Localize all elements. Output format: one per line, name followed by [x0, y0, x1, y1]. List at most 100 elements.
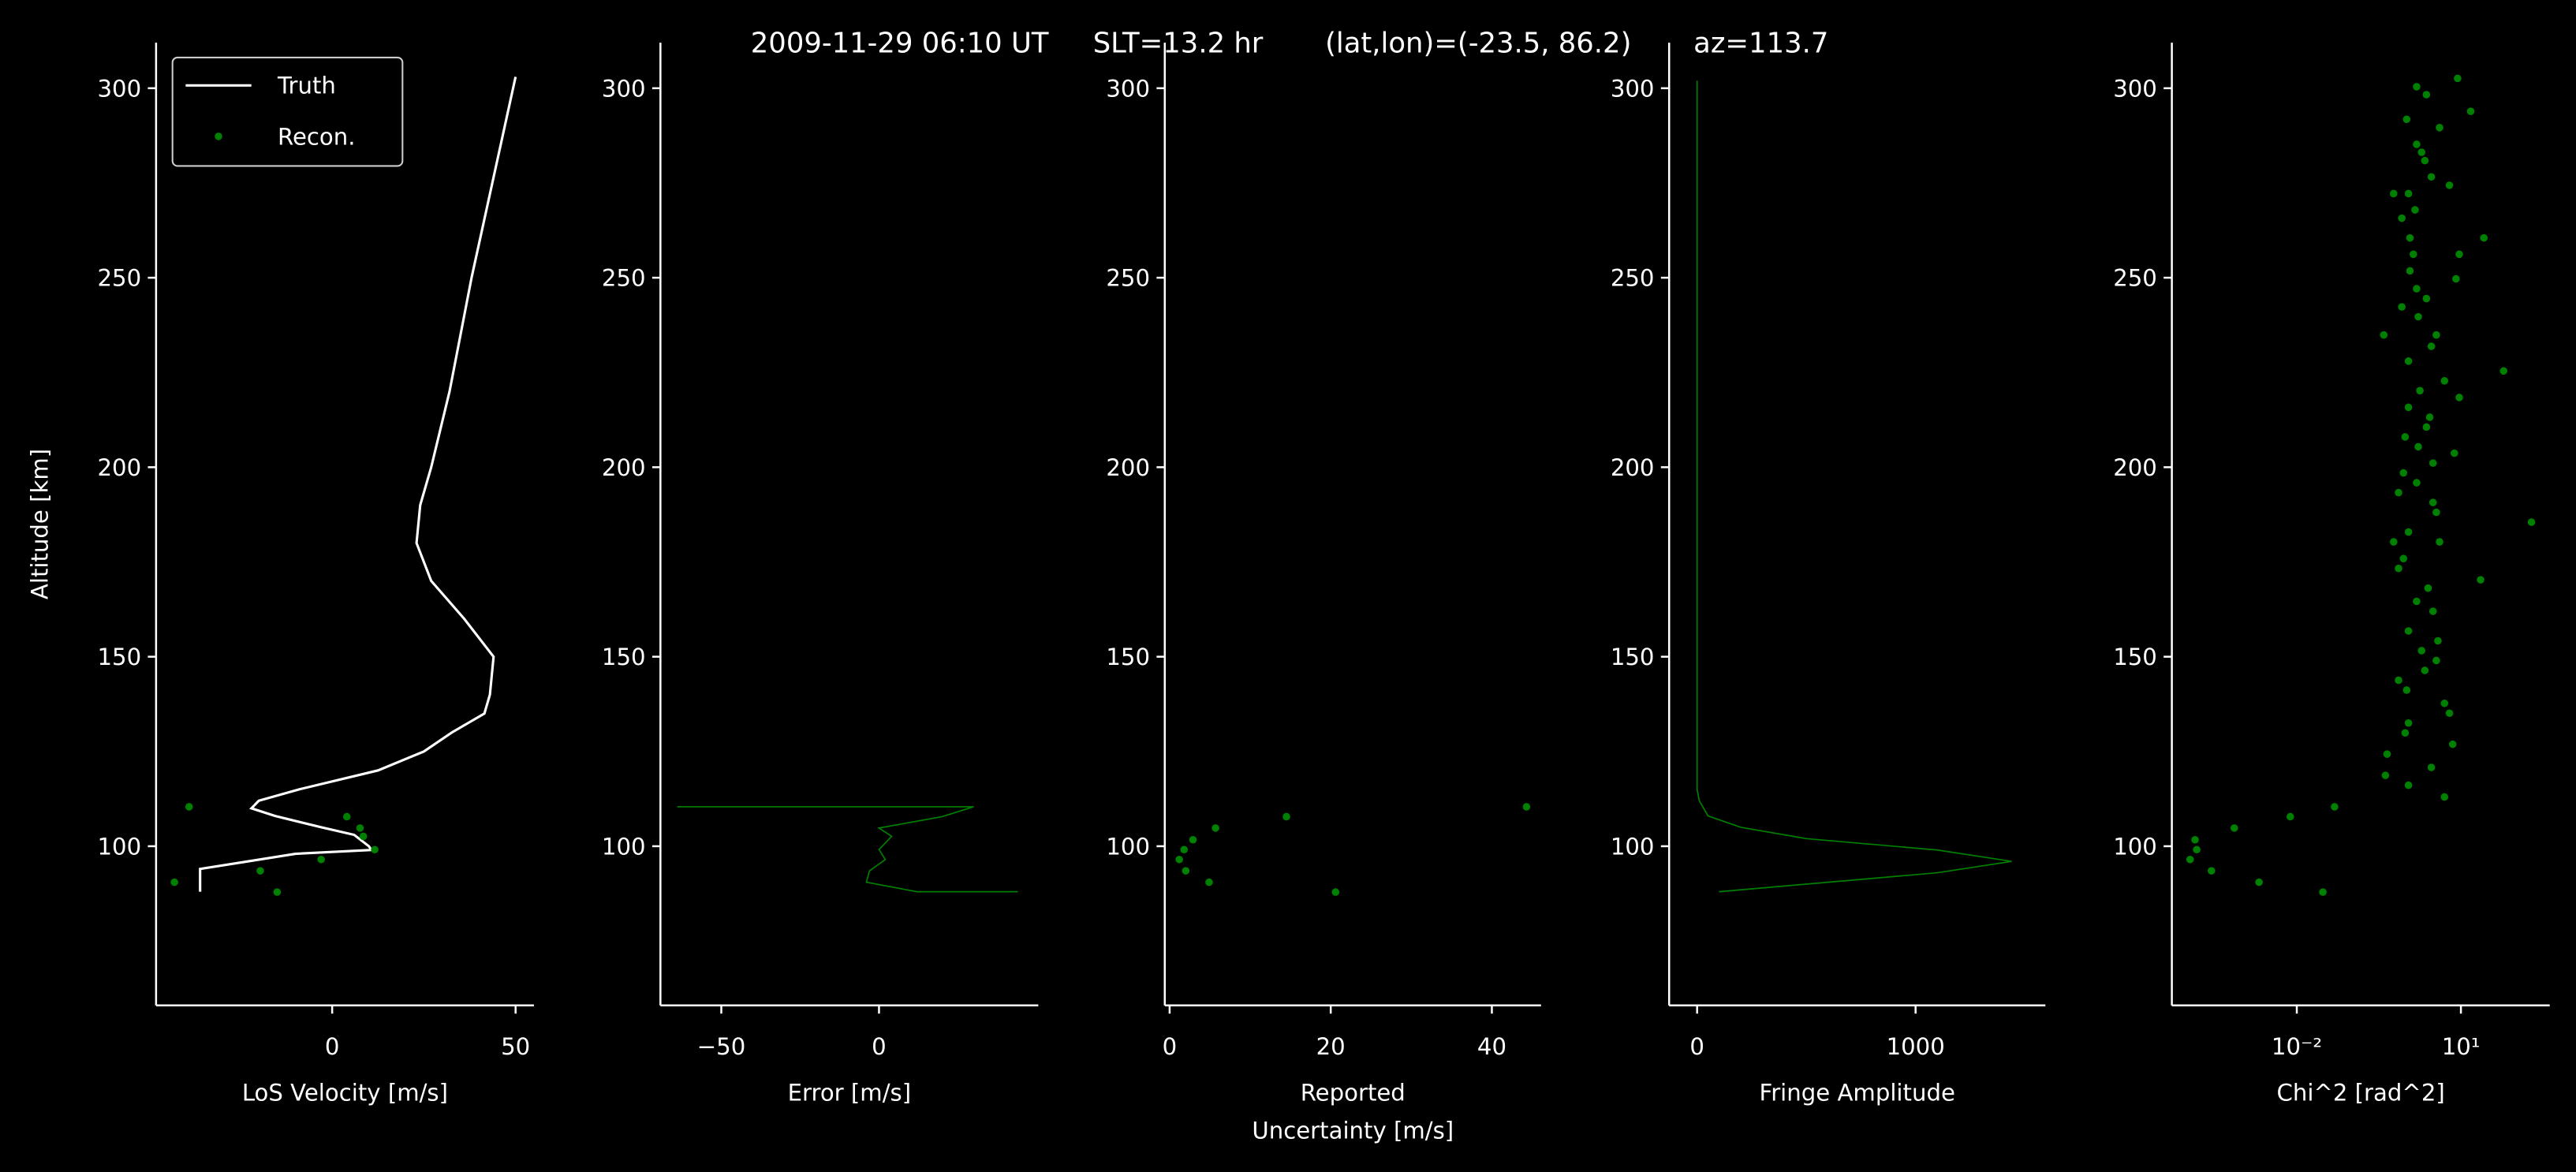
data-point [2404, 627, 2413, 635]
data-point [2429, 607, 2437, 615]
data-point [2445, 181, 2454, 189]
data-point [2381, 771, 2390, 779]
x-tick-label: 20 [1316, 1033, 1346, 1060]
y-tick-label: 100 [1611, 833, 1655, 860]
y-tick-label: 200 [1611, 454, 1655, 481]
data-point [2425, 413, 2434, 421]
y-tick-label: 100 [1106, 833, 1150, 860]
data-point [2432, 656, 2440, 665]
data-point [2427, 342, 2436, 350]
data-point [2402, 115, 2411, 124]
data-point [2193, 845, 2201, 854]
y-tick-label: 300 [97, 75, 141, 102]
data-point [2440, 377, 2449, 385]
legend-label: Truth [277, 73, 336, 99]
y-tick-label: 200 [2113, 454, 2157, 481]
y-tick-label: 250 [2113, 265, 2157, 292]
data-point [2398, 303, 2406, 311]
data-point [317, 855, 325, 864]
data-point [356, 824, 364, 832]
data-point [2429, 459, 2437, 467]
y-tick-label: 250 [1106, 265, 1150, 292]
panel: 100 150 200 250 300 −50 0 Error [m/s] [602, 43, 1039, 1107]
panel: 100 150 200 250 300 0 50 LoS Velocity [m/s] Alti… [26, 43, 534, 1107]
data-point [2404, 781, 2413, 789]
data-point [371, 845, 379, 854]
data-point [2416, 386, 2424, 395]
x-tick-label: 40 [1477, 1033, 1506, 1060]
data-point [2477, 576, 2485, 584]
data-point [2480, 233, 2488, 242]
y-tick-label: 100 [97, 833, 141, 860]
data-point [2395, 488, 2402, 497]
y-tick-label: 250 [97, 265, 141, 292]
data-point [2436, 538, 2443, 546]
data-point [2395, 676, 2402, 685]
x-tick-label: 1000 [1887, 1033, 1945, 1060]
data-point [2417, 647, 2426, 655]
data-point [185, 803, 193, 811]
data-point [2411, 206, 2419, 214]
data-point [2434, 636, 2442, 645]
x-tick-label: 10¹ [2442, 1033, 2481, 1060]
y-tick-label: 200 [1106, 454, 1150, 481]
data-line [199, 77, 517, 892]
data-point [2427, 173, 2436, 181]
x-tick-label: 0 [325, 1033, 340, 1060]
x-tick-label: 0 [1689, 1033, 1704, 1060]
data-point [2404, 189, 2413, 198]
y-tick-label: 300 [1106, 75, 1150, 102]
legend-label: Recon. [278, 123, 356, 150]
data-point [359, 832, 368, 841]
data-point [2413, 285, 2421, 293]
data-point [2395, 564, 2402, 573]
data-point [2286, 812, 2294, 821]
y-tick-label: 150 [97, 644, 141, 670]
data-point [2207, 867, 2216, 875]
data-point [2404, 719, 2413, 727]
data-point [1211, 824, 1219, 832]
data-point [2454, 74, 2462, 83]
data-point [2413, 479, 2421, 487]
x-tick-label: 0 [1163, 1033, 1178, 1060]
data-point [2450, 449, 2458, 457]
data-point [2389, 538, 2398, 546]
data-line [1696, 80, 2012, 893]
x-axis-label: Error [m/s] [788, 1080, 912, 1107]
data-point [2399, 554, 2408, 562]
panel: 100 150 200 250 300 10⁻² 10¹ Chi^2 [rad^2] [2113, 43, 2550, 1107]
data-point [2404, 528, 2413, 536]
y-tick-label: 200 [97, 454, 141, 481]
data-point [2186, 855, 2194, 864]
y-tick-label: 150 [602, 644, 646, 670]
data-point [2421, 156, 2429, 165]
data-point [1175, 855, 1183, 864]
x-tick-label: 10⁻² [2272, 1033, 2322, 1060]
data-point [1522, 803, 1531, 811]
data-point [2445, 709, 2454, 718]
y-tick-label: 300 [1611, 75, 1655, 102]
data-point [2255, 878, 2263, 886]
data-point [2455, 250, 2463, 259]
data-point [2413, 83, 2421, 91]
y-axis-label: Altitude [km] [26, 449, 53, 599]
data-point [273, 888, 282, 896]
data-point [2432, 508, 2440, 517]
data-point [2409, 250, 2417, 259]
data-point [2427, 763, 2436, 771]
y-tick-label: 250 [1611, 265, 1655, 292]
data-point [2440, 793, 2449, 801]
data-point [2421, 666, 2429, 674]
data-point [1189, 835, 1197, 844]
data-point [2191, 835, 2199, 844]
y-tick-label: 100 [602, 833, 646, 860]
panel: 100 150 200 250 300 0 1000 Fringe Amplitude [1611, 43, 2046, 1107]
x-axis-label: Chi^2 [rad^2] [2276, 1080, 2444, 1107]
panel: 100 150 200 250 300 0 20 40 Reported Uncertainty … [1106, 43, 1541, 1144]
data-point [2414, 442, 2422, 451]
x-tick-label: 0 [872, 1033, 887, 1060]
data-point [2417, 148, 2426, 156]
data-point [2319, 888, 2327, 896]
data-point [256, 867, 264, 875]
data-point [2401, 433, 2410, 441]
